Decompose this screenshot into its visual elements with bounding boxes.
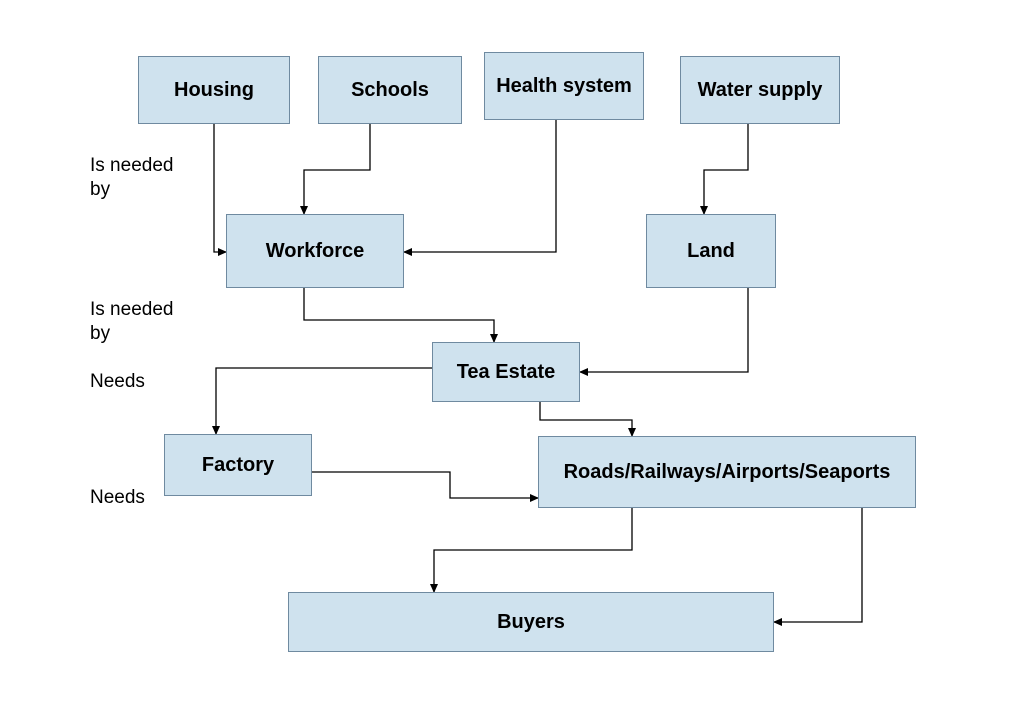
edge-label-line: Needs: [90, 370, 145, 394]
node-label: Health system: [496, 75, 632, 98]
edge-label-line: Needs: [90, 486, 145, 510]
node-workforce: Workforce: [226, 214, 404, 288]
node-health: Health system: [484, 52, 644, 120]
node-roads: Roads/Railways/Airports/Seaports: [538, 436, 916, 508]
edge-label-line: by: [90, 322, 173, 346]
node-schools: Schools: [318, 56, 462, 124]
diagram-canvas: Housing Schools Health system Water supply W…: [0, 0, 1024, 724]
node-water: Water supply: [680, 56, 840, 124]
node-housing: Housing: [138, 56, 290, 124]
node-factory: Factory: [164, 434, 312, 496]
edge-label-lbl1: Is neededby: [90, 154, 173, 202]
edge-label-line: by: [90, 178, 173, 202]
edge-label-lbl4: Needs: [90, 486, 145, 510]
node-label: Tea Estate: [457, 361, 556, 384]
node-label: Workforce: [266, 240, 365, 263]
edge-e-roads-buyers2: [774, 508, 862, 622]
edge-label-line: Is needed: [90, 298, 173, 322]
edge-label-lbl3: Needs: [90, 370, 145, 394]
edge-e-housing-workforce: [214, 124, 226, 252]
edge-label-lbl2: Is neededby: [90, 298, 173, 346]
edge-e-tea-factory: [216, 368, 432, 434]
node-label: Schools: [351, 79, 429, 102]
edge-e-roads-buyers1: [434, 508, 632, 592]
node-tea: Tea Estate: [432, 342, 580, 402]
edge-label-line: Is needed: [90, 154, 173, 178]
node-buyers: Buyers: [288, 592, 774, 652]
node-label: Buyers: [497, 611, 565, 634]
edge-e-factory-roads: [312, 472, 538, 498]
edge-e-health-workforce: [404, 120, 556, 252]
node-label: Roads/Railways/Airports/Seaports: [564, 461, 891, 484]
edge-e-workforce-tea: [304, 288, 494, 342]
node-land: Land: [646, 214, 776, 288]
node-label: Water supply: [698, 79, 823, 102]
edge-e-land-tea: [580, 288, 748, 372]
node-label: Housing: [174, 79, 254, 102]
edge-e-schools-workforce: [304, 124, 370, 214]
node-label: Factory: [202, 454, 274, 477]
node-label: Land: [687, 240, 735, 263]
edge-e-tea-roads: [540, 402, 632, 436]
edge-e-water-land: [704, 124, 748, 214]
